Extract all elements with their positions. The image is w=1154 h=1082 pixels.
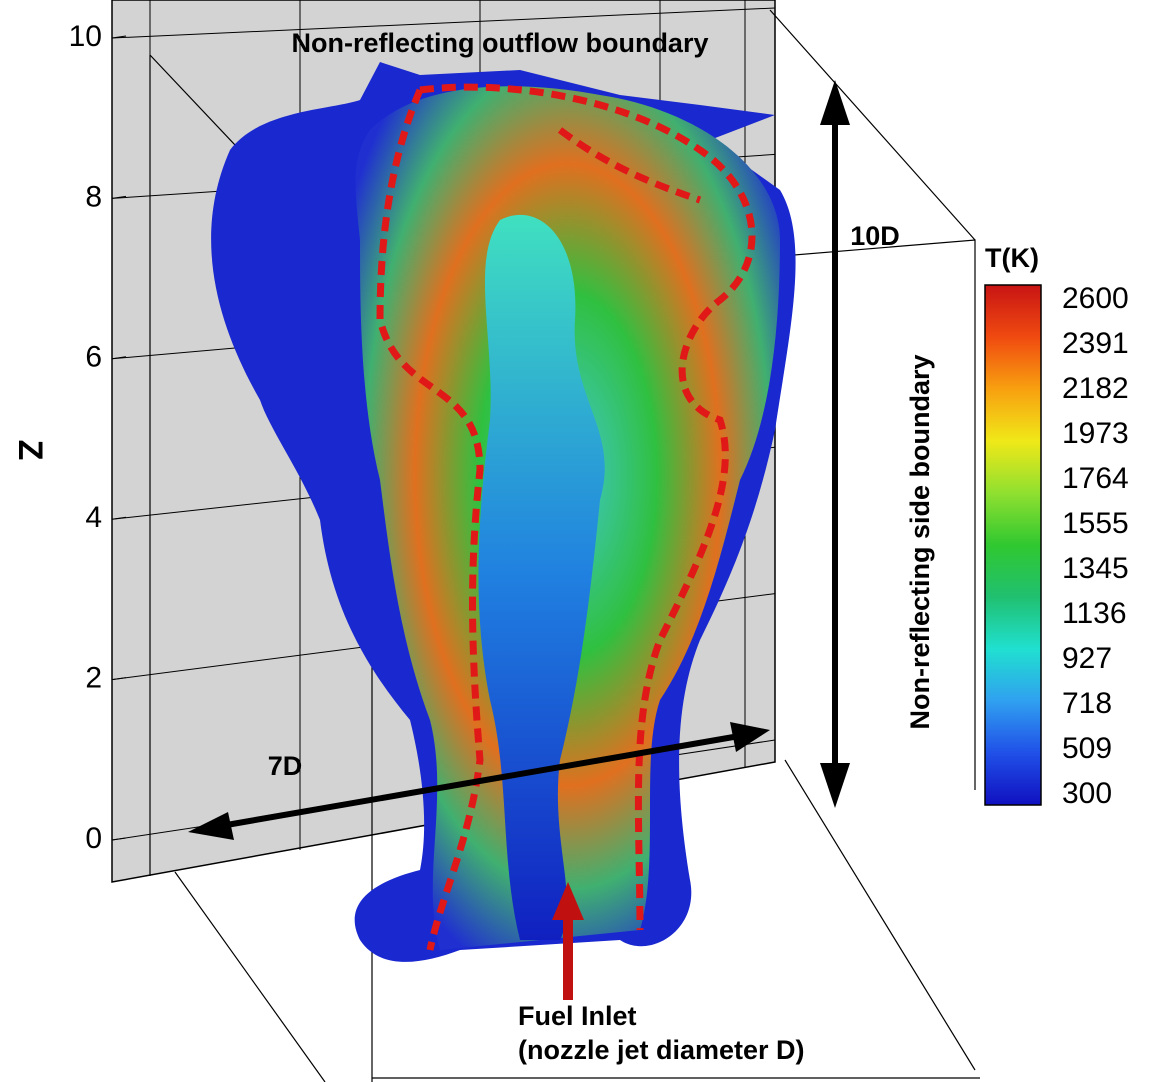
z-tick-label: 10 [69,20,102,53]
colorbar [984,284,1042,806]
contour-line [557,127,702,204]
colorbar-title: T(K) [985,243,1039,273]
height-label: 10D [850,221,900,251]
arrow-head [552,882,584,920]
top-boundary-label: Non-reflecting outflow boundary [292,28,709,58]
box-edge [174,871,326,1082]
inlet-label: Fuel Inlet [518,1001,637,1031]
arrow-head [730,722,770,752]
colorbar-label: 2600 [1062,282,1129,315]
box-edge [769,9,976,241]
colorbar-label: 2182 [1062,372,1129,405]
plume-core [478,214,605,940]
stoich-contour [376,83,756,951]
colorbar-label: 300 [1062,777,1112,810]
z-tick-label: 0 [85,822,102,855]
side-boundary-label: Non-reflecting side boundary [905,354,935,729]
z-tick-label: 8 [85,180,102,213]
colorbar-label: 1555 [1062,507,1129,540]
dimension-arrows [188,80,850,840]
inlet-arrow [552,882,584,1000]
arrow-head [820,763,850,808]
contour-line [376,88,484,951]
colorbar-label: 2391 [1062,327,1129,360]
contour-line [419,83,756,931]
z-tick-label: 4 [85,501,102,534]
colorbar-label: 1764 [1062,462,1129,495]
axis-label: Z [11,440,49,461]
colorbar-label: 1973 [1062,417,1129,450]
tick-mark [111,195,127,199]
labels: 10 8 6 4 2 0 2600 2391 2182 1973 1764 1555 1345 1136 9… [69,20,1129,855]
arrow-shaft [563,915,573,1000]
grid-line [111,7,776,39]
tick-mark [111,837,127,841]
colorbar-label: 1345 [1062,552,1129,585]
colorbar-label: 927 [1062,642,1112,675]
tick-mark [111,677,127,681]
width-label: 7D [268,751,303,781]
z-tick-label: 6 [85,341,102,374]
box-edge [784,759,976,1071]
colorbar-label: 1136 [1062,597,1127,630]
colorbar-label: 509 [1062,732,1112,765]
z-tick-label: 2 [85,662,102,695]
domain-box [149,9,980,1082]
colorbar-label: 718 [1062,687,1112,720]
width-arrow [214,732,746,830]
inlet-label: (nozzle jet diameter D) [518,1035,805,1065]
arrow-head [820,80,850,125]
tick-mark [111,35,127,39]
arrow-head [188,812,234,840]
tick-mark [111,516,127,520]
tick-mark [111,356,127,360]
